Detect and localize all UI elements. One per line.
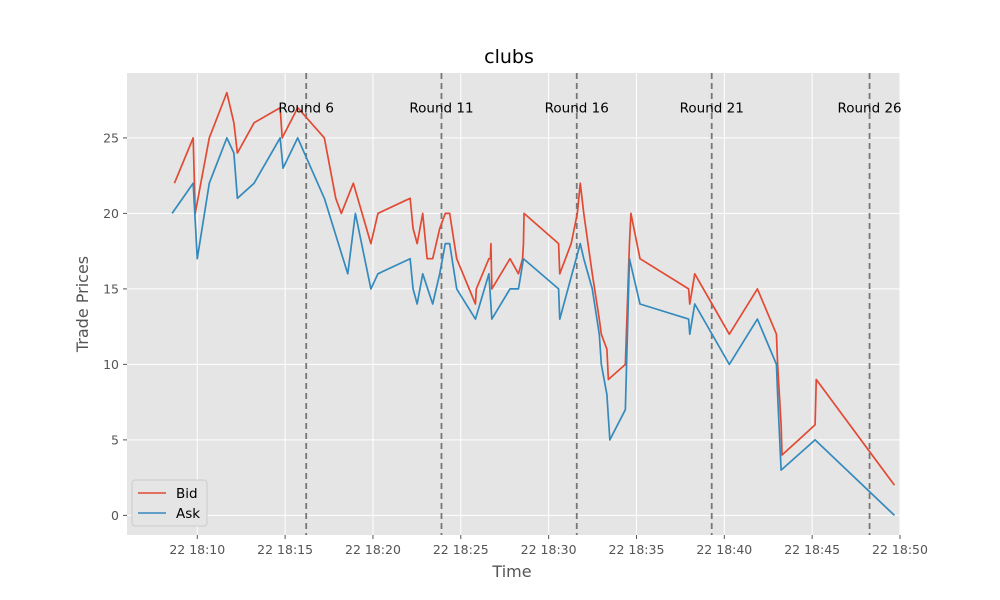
x-tick-label: 22 18:15 [257, 542, 313, 557]
axis-ticks: 0 5 10 15 20 25 22 18:10 22 18:15 22 18:20 22 18:… [103, 130, 928, 557]
round-label: Round 26 [837, 101, 901, 117]
data-series [171, 91, 896, 516]
round-annotations: Round 6 Round 11 Round 16 Round 21 Round 26 [278, 101, 901, 117]
legend-box [131, 479, 208, 527]
series-line-ask [171, 137, 896, 516]
x-tick-label: 22 18:50 [872, 542, 928, 557]
x-tick-label: 22 18:35 [609, 542, 665, 557]
y-tick-label: 10 [103, 357, 119, 372]
round-label: Round 21 [680, 101, 744, 117]
legend: Bid Ask [131, 479, 208, 527]
round-label: Round 11 [409, 101, 473, 117]
round-label: Round 6 [278, 101, 334, 117]
plot-background [127, 73, 900, 535]
y-tick-label: 20 [103, 206, 119, 221]
grid-lines [127, 73, 901, 535]
x-tick-label: 22 18:10 [169, 542, 225, 557]
chart-title: clubs [484, 46, 534, 68]
x-axis-label: Time [491, 562, 531, 581]
y-tick-label: 0 [111, 508, 119, 523]
x-tick-label: 22 18:25 [433, 542, 489, 557]
x-tick-label: 22 18:40 [696, 542, 752, 557]
y-tick-label: 25 [103, 130, 119, 145]
x-tick-label: 22 18:20 [345, 542, 401, 557]
series-line-bid [173, 91, 896, 486]
legend-label-ask: Ask [176, 506, 200, 522]
round-label: Round 16 [545, 101, 609, 117]
legend-label-bid: Bid [176, 486, 198, 502]
y-axis-label: Trade Prices [73, 256, 92, 353]
x-tick-label: 22 18:45 [784, 542, 840, 557]
x-tick-label: 22 18:30 [521, 542, 577, 557]
y-tick-label: 15 [103, 281, 119, 296]
y-tick-label: 5 [111, 432, 119, 447]
